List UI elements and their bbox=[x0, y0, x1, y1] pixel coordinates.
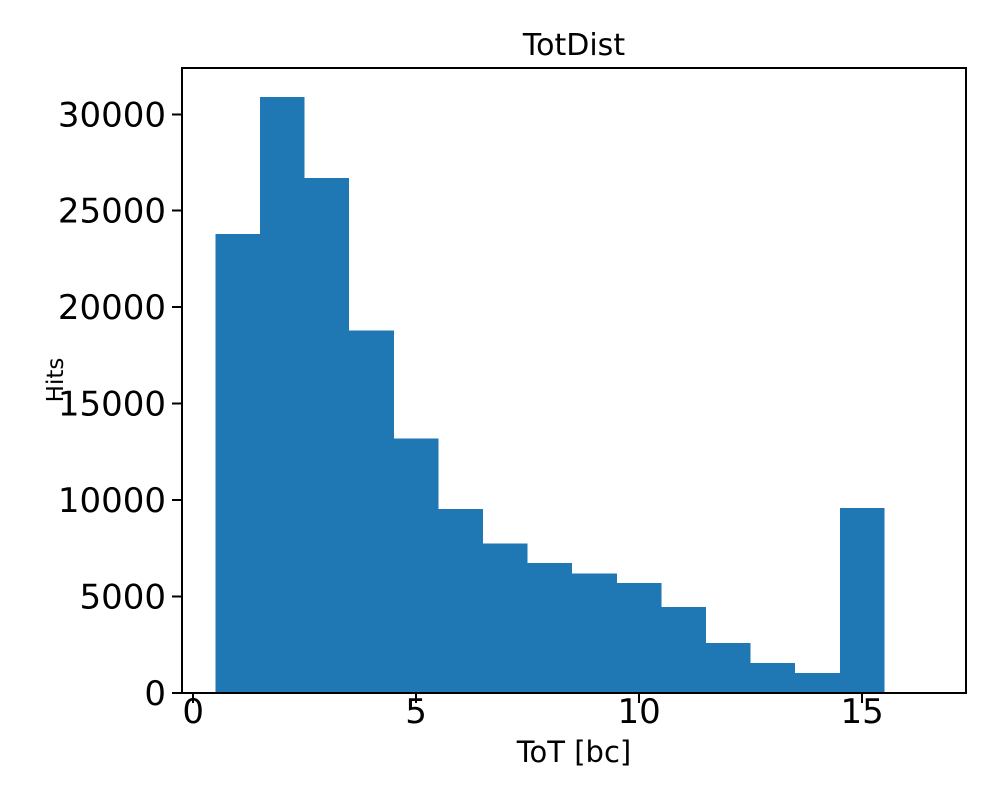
x-axis-label: ToT [bc] bbox=[516, 735, 632, 769]
histogram-bar bbox=[527, 562, 573, 693]
histogram-bar bbox=[349, 330, 394, 693]
y-tick-label: 0 bbox=[144, 674, 166, 714]
axes-spine bbox=[181, 67, 967, 694]
y-tick-label: 25000 bbox=[58, 192, 166, 232]
histogram-bar bbox=[215, 233, 261, 693]
y-tick-label: 30000 bbox=[58, 95, 166, 135]
histogram-bar bbox=[661, 606, 707, 693]
histogram-bar bbox=[438, 509, 484, 693]
histogram-bar bbox=[706, 643, 751, 693]
histogram-bar bbox=[616, 583, 662, 693]
histogram-bar bbox=[795, 672, 840, 693]
chart-title: TotDist bbox=[522, 28, 626, 63]
x-tick-label: 15 bbox=[840, 692, 883, 732]
y-tick-label: 10000 bbox=[58, 481, 166, 521]
histogram-bar bbox=[393, 438, 439, 693]
x-tick-label: 0 bbox=[182, 692, 204, 732]
histogram-bar bbox=[304, 177, 350, 693]
y-tick-label: 15000 bbox=[58, 385, 166, 425]
histogram-bar bbox=[839, 508, 885, 693]
histogram-bar bbox=[483, 543, 528, 693]
histogram-bar bbox=[260, 96, 305, 694]
x-tick-label: 10 bbox=[617, 692, 660, 732]
histogram-bar bbox=[750, 663, 796, 693]
histogram-bar bbox=[572, 573, 617, 693]
y-axis-label: Hits bbox=[43, 357, 69, 403]
y-tick-label: 20000 bbox=[58, 288, 166, 328]
y-tick-label: 5000 bbox=[79, 578, 166, 618]
x-tick-label: 5 bbox=[405, 692, 427, 732]
